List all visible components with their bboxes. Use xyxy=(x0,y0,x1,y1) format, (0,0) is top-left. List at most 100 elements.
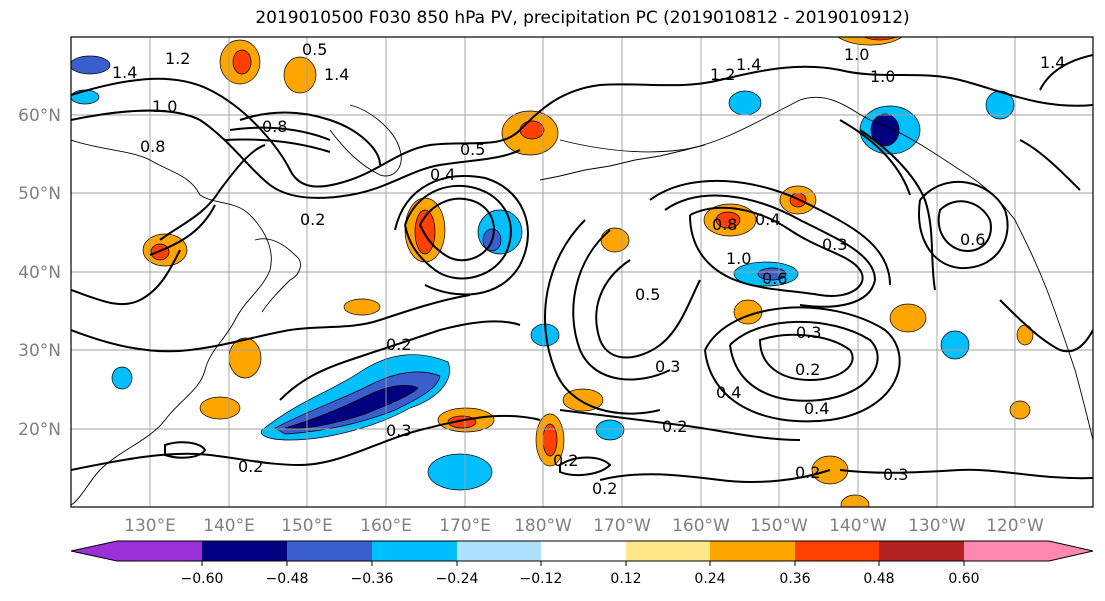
map-frame xyxy=(70,36,1094,508)
colorbar-ticks xyxy=(201,561,965,566)
contour-line xyxy=(71,249,181,306)
colorbar-tick-label: −0.60 xyxy=(181,571,224,587)
contour-line xyxy=(729,320,879,402)
contour-label: 1.4 xyxy=(324,65,349,84)
colorbar-segment xyxy=(457,541,541,561)
contour-line xyxy=(71,414,541,471)
shade-blue xyxy=(71,55,111,75)
shade-orange xyxy=(1009,400,1031,420)
contour-label: 0.4 xyxy=(430,165,455,184)
contour-label: 0.8 xyxy=(712,215,737,234)
contour-line xyxy=(559,456,612,477)
contour-line xyxy=(1039,54,1093,91)
contour-label: 0.6 xyxy=(762,269,787,288)
colorbar-outline xyxy=(70,540,1094,562)
colorbar-segment xyxy=(710,541,795,561)
contour-line xyxy=(664,194,877,308)
contour-line xyxy=(149,204,216,256)
contour-label: 1.0 xyxy=(870,67,895,86)
colorbar-segment xyxy=(795,541,879,561)
contour-label: 0.2 xyxy=(386,335,411,354)
contour-label: 0.4 xyxy=(755,210,780,229)
contour-line xyxy=(559,409,801,441)
contour-line xyxy=(404,184,512,280)
contour-label: 0.3 xyxy=(822,235,847,254)
colorbar-tick-label: −0.12 xyxy=(520,571,563,587)
colorbar-tick-label: 0.36 xyxy=(779,571,810,587)
contour-line xyxy=(599,469,831,483)
lat-label: 50°N xyxy=(18,184,61,204)
colorbar-tick-label: 0.48 xyxy=(863,571,894,587)
shade-blue xyxy=(940,330,970,360)
contour-label: 0.3 xyxy=(883,465,908,484)
lat-label: 40°N xyxy=(18,263,61,283)
contour-label: 0.3 xyxy=(655,357,680,376)
lon-label: 180°W xyxy=(514,516,572,536)
contour-label: 0.2 xyxy=(553,451,578,470)
coastline-alaska xyxy=(559,96,1016,221)
contour-line xyxy=(918,181,1009,270)
lon-label: 120°W xyxy=(986,516,1044,536)
lon-label: 140°E xyxy=(203,516,255,536)
contour-line xyxy=(704,306,901,423)
shade-red xyxy=(232,49,252,75)
colorbar-segment xyxy=(541,541,626,561)
contour-label: 1.4 xyxy=(112,63,137,82)
colorbar-tick-label: 0.12 xyxy=(610,571,641,587)
shade-orange xyxy=(840,494,870,507)
colorbar-tick-label: −0.24 xyxy=(436,571,479,587)
shade-orange xyxy=(228,337,262,379)
lon-label: 160°W xyxy=(672,516,730,536)
contour-line xyxy=(279,320,521,401)
contour-label: 1.0 xyxy=(844,45,869,64)
lat-label: 20°N xyxy=(18,420,61,440)
contour-label: 0.2 xyxy=(795,360,820,379)
contour-line xyxy=(937,200,992,252)
lon-label: 170°E xyxy=(439,516,491,536)
colorbar-tick-label: 0.24 xyxy=(694,571,725,587)
contour-label: 1.4 xyxy=(736,55,761,74)
contour-line xyxy=(572,229,671,381)
colorbar-segment xyxy=(71,541,117,561)
contour-line xyxy=(164,441,207,459)
contour-label: 0.8 xyxy=(140,137,165,156)
contour-line xyxy=(229,126,331,141)
contour-line xyxy=(1019,139,1081,191)
pv-contours xyxy=(71,54,1093,483)
colorbar-segment xyxy=(1049,541,1093,561)
contour-line xyxy=(595,259,701,359)
contour-label: 0.2 xyxy=(592,479,617,498)
contour-label: 0.8 xyxy=(262,117,287,136)
colorbar-tick-label: 0.60 xyxy=(948,571,979,587)
contour-label: 0.2 xyxy=(662,417,687,436)
map-panel: 1.4 1.2 1.0 0.8 0.5 1.4 0.8 1.0 1.2 1.0 … xyxy=(71,37,1093,507)
contour-line xyxy=(159,144,266,241)
figure-title: 2019010500 F030 850 hPa PV, precipitatio… xyxy=(255,8,910,28)
contour-line xyxy=(224,138,331,153)
shade-orange xyxy=(343,298,381,316)
colorbar-tick-label: −0.48 xyxy=(266,571,309,587)
contour-line xyxy=(689,206,864,297)
lon-label: 170°W xyxy=(593,516,651,536)
contour-label: 0.3 xyxy=(386,421,411,440)
colorbar-segment xyxy=(626,541,710,561)
contour-labels: 1.4 1.2 1.0 0.8 0.5 1.4 0.8 1.0 1.2 1.0 … xyxy=(112,40,1065,498)
shade-red xyxy=(715,211,741,229)
longitude-labels: 130°E 140°E 150°E 160°E 170°E 180°W 170°… xyxy=(124,516,1044,536)
coastline-kamchatka xyxy=(329,104,402,177)
lat-label: 30°N xyxy=(18,341,61,361)
coastline-asia xyxy=(71,139,272,506)
contour-line xyxy=(839,119,911,196)
contour-label: 0.4 xyxy=(804,399,829,418)
coastlines xyxy=(71,96,1093,506)
contour-line xyxy=(239,111,381,166)
contour-label: 1.2 xyxy=(710,65,735,84)
contour-label: 0.2 xyxy=(795,463,820,482)
shade-blue xyxy=(427,453,493,491)
colorbar: −0.60 −0.48 −0.36 −0.24 −0.12 0.12 0.24 … xyxy=(70,540,1094,587)
lon-label: 160°E xyxy=(360,516,412,536)
shade-orange xyxy=(600,227,630,253)
colorbar-segment xyxy=(372,541,457,561)
shade-blue xyxy=(728,90,762,116)
